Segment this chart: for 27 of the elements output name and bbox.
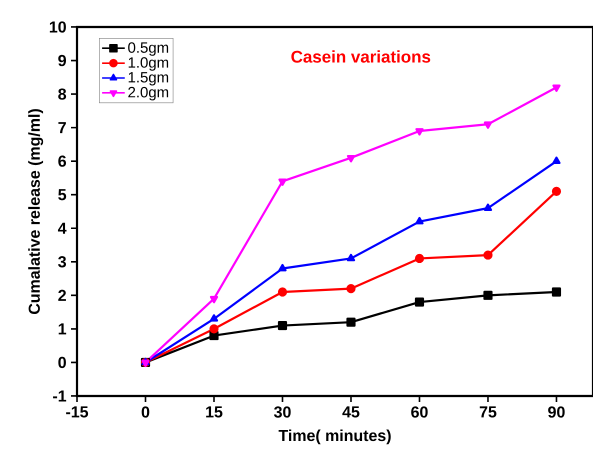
x-tick-label: 60 — [411, 406, 428, 418]
x-tick-label: 15 — [206, 406, 222, 418]
y-tick-label: 6 — [58, 156, 66, 167]
x-tick-label: 75 — [480, 406, 496, 418]
legend-label: 1.0gm — [128, 57, 168, 71]
y-tick-label: 9 — [58, 54, 66, 66]
legend-label: 0.5gm — [128, 42, 168, 56]
x-tick-label: 45 — [342, 406, 360, 418]
y-tick-label: 3 — [58, 256, 66, 268]
legend-label: 2.0gm — [128, 86, 168, 100]
y-tick-label: 1 — [58, 323, 66, 334]
x-tick-label: 90 — [548, 406, 565, 418]
y-tick-label: 10 — [50, 21, 66, 33]
y-tick-label: 4 — [58, 222, 67, 234]
y-tick-label: 0 — [58, 356, 66, 368]
y-tick-label: 7 — [58, 122, 66, 134]
x-tick-label: -15 — [66, 406, 88, 418]
y-tick-label: -1 — [53, 390, 66, 402]
y-tick-label: 2 — [58, 290, 66, 301]
y-tick-label: 5 — [58, 189, 66, 200]
y-tick-label: 8 — [58, 88, 66, 100]
x-tick-label: 0 — [142, 406, 150, 418]
x-axis-title: Time( minutes) — [278, 429, 391, 444]
y-axis-title: Cumalative release (mg/ml) — [28, 109, 44, 314]
legend-label: 1.5gm — [128, 72, 168, 86]
x-tick-label: 30 — [274, 406, 291, 418]
annotation: Casein variations — [291, 50, 430, 63]
